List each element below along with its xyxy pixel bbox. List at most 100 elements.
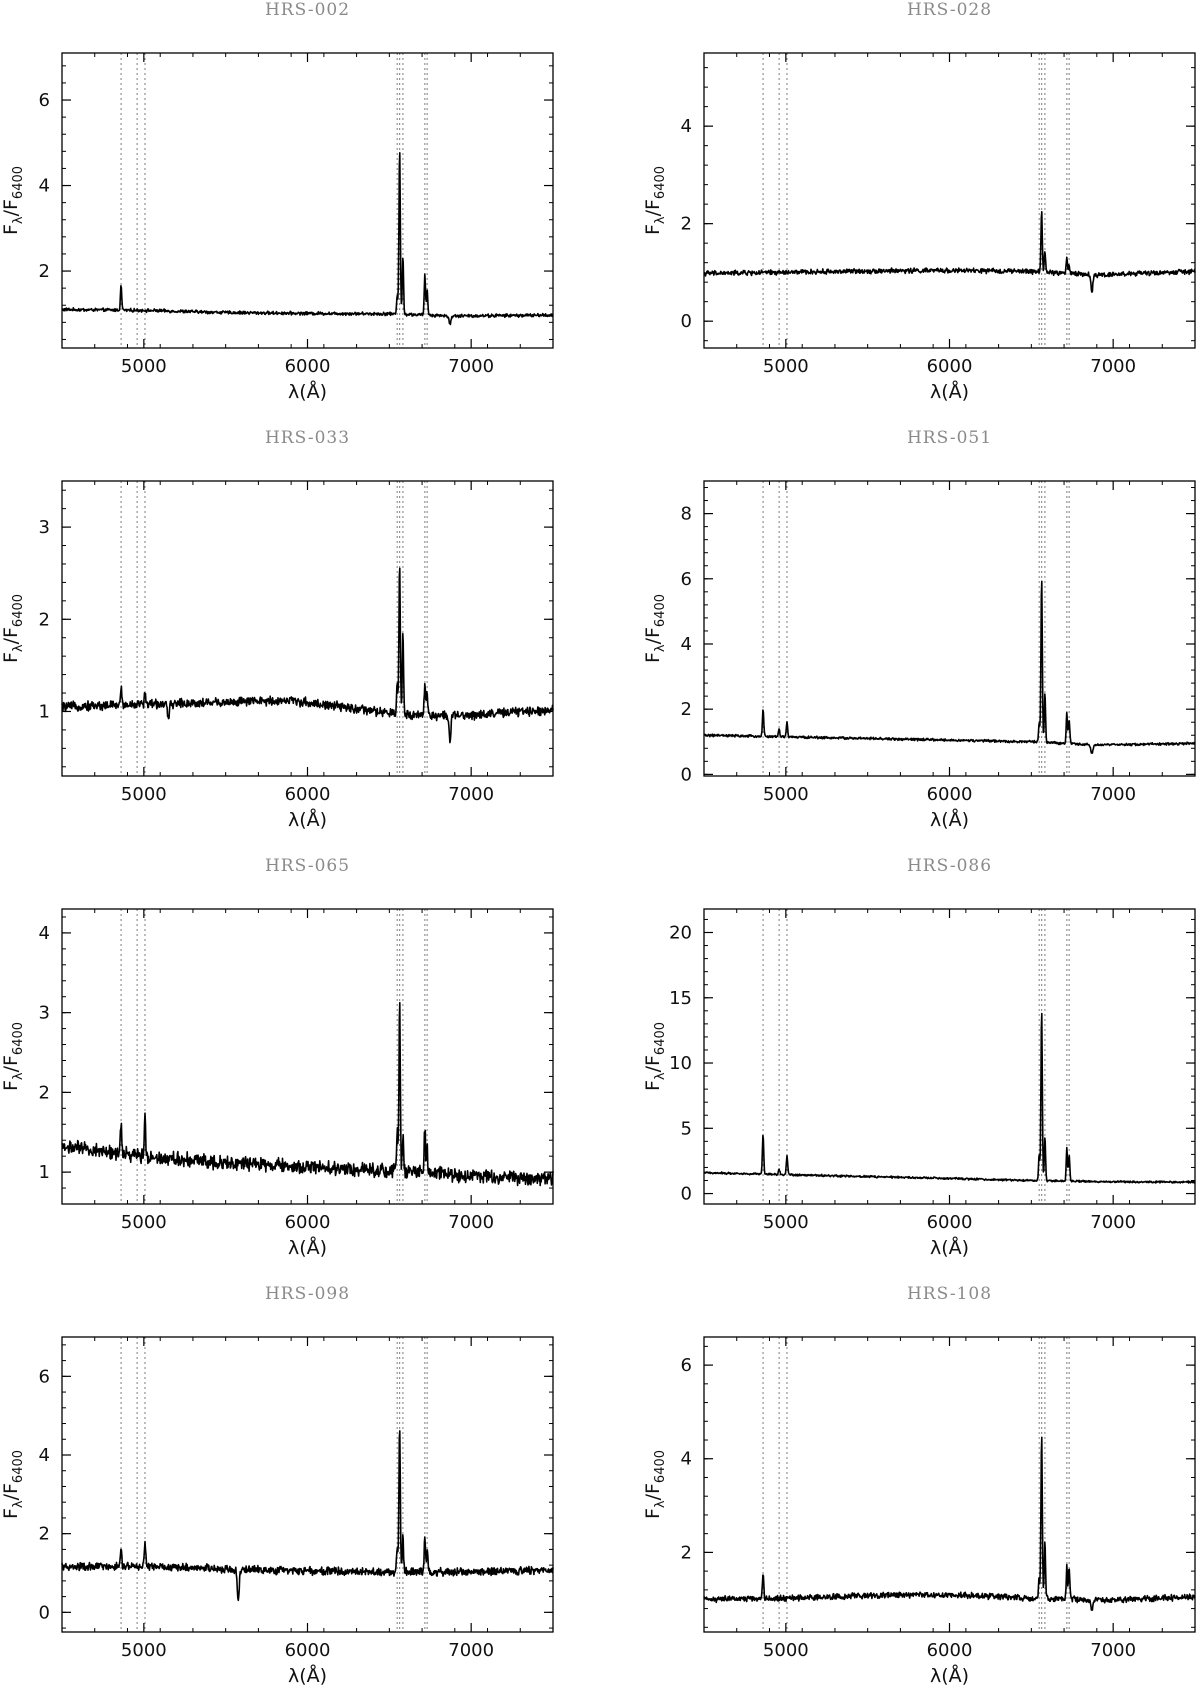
y-tick-label: 0 <box>39 1602 50 1623</box>
plot-frame <box>703 52 1196 349</box>
x-tick-label: 5000 <box>121 356 167 377</box>
y-tick-label: 0 <box>681 311 692 332</box>
y-axis-label: Fλ​/F6400​ <box>0 1022 26 1091</box>
y-axis-label: Fλ​/F6400​ <box>0 594 26 663</box>
x-tick-label: 5000 <box>763 784 809 805</box>
plot-frame <box>703 1336 1196 1633</box>
y-tick-label: 4 <box>39 176 50 197</box>
plot-frame <box>61 908 554 1205</box>
y-tick-label: 2 <box>681 214 692 235</box>
x-axis-label: λ(Å) <box>930 1236 969 1259</box>
x-tick-label: 5000 <box>763 1640 809 1661</box>
y-tick-label: 15 <box>669 988 692 1009</box>
plot-frame <box>703 480 1196 777</box>
x-axis-label: λ(Å) <box>930 808 969 831</box>
x-tick-label: 6000 <box>927 784 973 805</box>
panel-title: HRS-051 <box>907 428 992 448</box>
x-axis-label: λ(Å) <box>288 808 327 831</box>
plot-frame <box>61 1336 554 1633</box>
x-tick-label: 7000 <box>1090 1212 1136 1233</box>
x-tick-label: 6000 <box>285 1212 331 1233</box>
x-tick-label: 6000 <box>927 1640 973 1661</box>
x-tick-label: 5000 <box>121 1212 167 1233</box>
y-axis-label: Fλ​/F6400​ <box>0 166 26 235</box>
panel-title: HRS-002 <box>265 0 350 20</box>
x-tick-label: 5000 <box>763 356 809 377</box>
y-tick-label: 0 <box>681 1184 692 1205</box>
y-tick-label: 2 <box>39 1082 50 1103</box>
x-tick-label: 5000 <box>121 784 167 805</box>
y-axis-label: Fλ​/F6400​ <box>0 1450 26 1519</box>
x-tick-label: 6000 <box>285 356 331 377</box>
spectrum-line <box>61 1001 554 1187</box>
y-tick-label: 6 <box>39 90 50 111</box>
plot-frame <box>703 908 1196 1205</box>
y-axis-label: Fλ​/F6400​ <box>642 594 668 663</box>
panel-title: HRS-098 <box>265 1284 350 1304</box>
y-tick-label: 4 <box>39 1445 50 1466</box>
x-tick-label: 7000 <box>1090 356 1136 377</box>
x-axis-label: λ(Å) <box>930 380 969 403</box>
panel-title: HRS-028 <box>907 0 992 20</box>
spectrum-panel-hrs-028: HRS-028 5000 6000 7000 0 2 4 λ(Å) Fλ​/F6400​ <box>642 0 1196 403</box>
panel-title: HRS-033 <box>265 428 350 448</box>
y-tick-label: 2 <box>39 609 50 630</box>
plot-frame <box>61 52 554 349</box>
spectrum-line <box>61 1430 554 1602</box>
spectrum-panel-hrs-033: HRS-033 5000 6000 7000 1 2 3 λ(Å) Fλ​/F6400​ <box>0 428 554 831</box>
x-tick-label: 7000 <box>1090 784 1136 805</box>
y-tick-label: 8 <box>681 504 692 525</box>
y-tick-label: 5 <box>681 1118 692 1139</box>
x-tick-label: 5000 <box>121 1640 167 1661</box>
spectrum-line <box>703 580 1196 754</box>
y-tick-label: 2 <box>39 261 50 282</box>
y-tick-label: 0 <box>681 764 692 785</box>
panel-title: HRS-108 <box>907 1284 992 1304</box>
spectrum-panel-hrs-002: HRS-002 5000 6000 7000 2 4 6 λ(Å) Fλ​/F6400​ <box>0 0 554 403</box>
x-axis-label: λ(Å) <box>288 380 327 403</box>
spectrum-line <box>703 211 1196 293</box>
y-axis-label: Fλ​/F6400​ <box>642 166 668 235</box>
spectrum-panel-hrs-098: HRS-098 5000 6000 7000 0 2 4 6 λ(Å) Fλ​/F6400​ <box>0 1284 554 1687</box>
y-axis-label: Fλ​/F6400​ <box>642 1022 668 1091</box>
y-tick-label: 6 <box>681 1355 692 1376</box>
y-tick-label: 6 <box>39 1366 50 1387</box>
x-axis-label: λ(Å) <box>288 1664 327 1687</box>
spectrum-panel-hrs-051: HRS-051 5000 6000 7000 0 2 4 6 8 λ(Å) Fλ​/F6400​ <box>642 428 1196 831</box>
spectrum-line <box>61 567 554 744</box>
y-tick-label: 2 <box>681 699 692 720</box>
x-tick-label: 7000 <box>448 1212 494 1233</box>
panel-title: HRS-065 <box>265 856 350 876</box>
y-tick-label: 6 <box>681 569 692 590</box>
y-tick-label: 20 <box>669 922 692 943</box>
x-tick-label: 7000 <box>448 1640 494 1661</box>
plot-frame <box>61 480 554 777</box>
x-tick-label: 6000 <box>285 1640 331 1661</box>
y-axis-label: Fλ​/F6400​ <box>642 1450 668 1519</box>
y-tick-label: 2 <box>39 1524 50 1545</box>
x-tick-label: 7000 <box>448 784 494 805</box>
spectrum-panel-hrs-065: HRS-065 5000 6000 7000 1 2 3 4 λ(Å) Fλ​/F6400​ <box>0 856 554 1259</box>
x-tick-label: 6000 <box>927 356 973 377</box>
x-tick-label: 5000 <box>763 1212 809 1233</box>
x-axis-label: λ(Å) <box>930 1664 969 1687</box>
y-tick-label: 4 <box>681 634 692 655</box>
y-tick-label: 3 <box>39 517 50 538</box>
x-axis-label: λ(Å) <box>288 1236 327 1259</box>
y-tick-label: 10 <box>669 1053 692 1074</box>
panel-title: HRS-086 <box>907 856 992 876</box>
spectrum-panel-hrs-086: HRS-086 5000 6000 7000 0 5 10 15 20 λ(Å) Fλ​/F6400… <box>642 856 1196 1259</box>
spectrum-line <box>61 152 554 326</box>
y-tick-label: 3 <box>39 1003 50 1024</box>
y-tick-label: 1 <box>39 1162 50 1183</box>
spectrum-line <box>703 1012 1196 1184</box>
x-tick-label: 6000 <box>927 1212 973 1233</box>
y-tick-label: 1 <box>39 701 50 722</box>
spectrum-line <box>703 1436 1196 1611</box>
spectrum-panel-hrs-108: HRS-108 5000 6000 7000 2 4 6 λ(Å) Fλ​/F6400​ <box>642 1284 1196 1687</box>
x-tick-label: 6000 <box>285 784 331 805</box>
y-tick-label: 2 <box>681 1542 692 1563</box>
x-tick-label: 7000 <box>448 356 494 377</box>
x-tick-label: 7000 <box>1090 1640 1136 1661</box>
